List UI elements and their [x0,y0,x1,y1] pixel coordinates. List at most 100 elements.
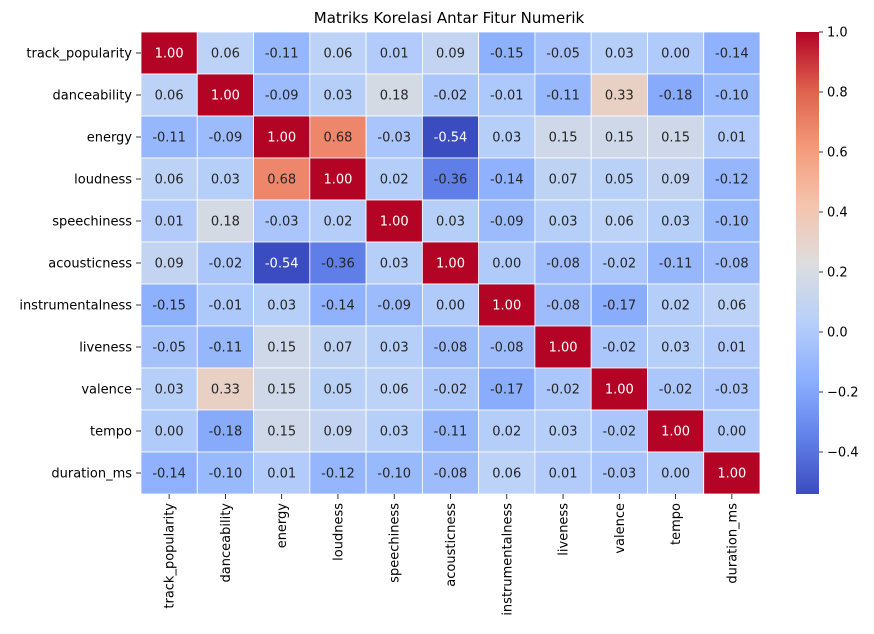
heatmap-cell [478,325,536,369]
heatmap-cell [140,325,198,369]
heatmap-cell [365,73,423,117]
cell-value-label: -0.09 [490,215,524,230]
heatmap-cell [140,115,198,159]
x-tick-label: duration_ms [725,503,740,584]
heatmap-cell [590,73,648,117]
y-tick-label: instrumentalness [19,299,132,314]
heatmap-cell [647,73,705,117]
heatmap-cell [421,73,480,117]
cell-value-label: 1.00 [380,215,409,230]
heatmap-cell [309,409,367,453]
cell-value-label: -0.10 [715,215,749,230]
heatmap-cell [309,325,367,369]
cell-value-label: -0.05 [546,47,580,62]
heatmap-cell [534,325,592,369]
heatmap-cell [590,451,648,495]
y-tick-label: energy [87,131,133,146]
cell-value-label: -0.03 [715,383,749,398]
heatmap-cell [647,325,705,369]
cell-value-label: 0.00 [492,257,521,272]
cell-value-label: -0.11 [209,341,243,356]
cell-value-label: 1.00 [661,425,690,440]
cell-value-label: 0.01 [380,47,409,62]
cell-value-label: -0.14 [490,173,524,188]
heatmap-cell [253,115,311,159]
y-tick-label: speechiness [52,215,132,230]
heatmap-cell [253,409,311,453]
cell-value-label: -0.05 [152,341,186,356]
heatmap-cell [196,325,254,369]
cell-value-label: -0.02 [602,425,636,440]
cell-value-label: 0.03 [605,47,634,62]
heatmap-cell [534,31,592,75]
cell-value-label: 0.03 [155,383,184,398]
heatmap-cell [140,199,198,243]
cell-value-label: -0.10 [377,467,411,482]
cell-value-label: 0.02 [492,425,521,440]
heatmap-cell [421,241,480,285]
heatmap-cell [365,325,423,369]
cell-value-label: -0.14 [152,467,186,482]
heatmap-cell [703,73,761,117]
cell-value-label: 0.05 [323,383,352,398]
cell-value-label: 0.03 [267,299,296,314]
cell-value-label: -0.02 [209,257,243,272]
cell-value-label: -0.02 [659,383,693,398]
x-tick-label: valence [613,503,628,554]
heatmap-cell [703,283,761,327]
cell-value-label: -0.12 [321,467,355,482]
y-tick-label: liveness [79,341,132,356]
colorbar-tick-label: 0.8 [827,86,848,101]
cell-value-label: 0.06 [380,383,409,398]
x-tick-label: loudness [331,503,346,561]
heatmap-cell [590,409,648,453]
heatmap-cell [590,367,648,411]
chart-title: Matriks Korelasi Antar Fitur Numerik [314,9,585,27]
cell-value-label: 1.00 [211,89,240,104]
heatmap-cell [478,73,536,117]
cell-value-label: -0.18 [659,89,693,104]
cell-value-label: 0.33 [605,89,634,104]
heatmap-cell [421,31,480,75]
heatmap-cell [647,157,705,201]
x-tick-label: tempo [669,503,684,545]
cell-value-label: 0.03 [380,341,409,356]
cell-value-label: 0.09 [661,173,690,188]
cell-value-label: -0.54 [434,131,468,146]
heatmap-cell [590,283,648,327]
cell-value-label: -0.15 [490,47,524,62]
heatmap-cell [421,283,480,327]
heatmap-cell [365,409,423,453]
cell-value-label: 0.01 [155,215,184,230]
cell-value-label: -0.12 [715,173,749,188]
cell-value-label: -0.01 [209,299,243,314]
cell-value-label: -0.11 [546,89,580,104]
heatmap-cell [365,451,423,495]
heatmap-cell [647,199,705,243]
cell-value-label: -0.03 [377,131,411,146]
cell-value-label: -0.03 [265,215,299,230]
cell-value-label: -0.17 [602,299,636,314]
cell-value-label: 0.68 [323,131,352,146]
cell-value-label: 0.68 [267,173,296,188]
cell-value-label: 0.03 [323,89,352,104]
cell-value-label: 0.15 [267,341,296,356]
cell-value-label: 0.06 [211,47,240,62]
cell-value-label: -0.11 [659,257,693,272]
cell-value-label: -0.11 [152,131,186,146]
cell-value-label: 0.18 [380,89,409,104]
heatmap-cell [365,199,423,243]
heatmap-cell [590,199,648,243]
cell-value-label: -0.15 [152,299,186,314]
cell-value-label: -0.10 [715,89,749,104]
heatmap-cell [478,199,536,243]
cell-value-label: 0.09 [155,257,184,272]
cell-value-label: 0.09 [436,47,465,62]
heatmap-cell [421,115,480,159]
heatmap-cell [309,283,367,327]
heatmap-cell [421,409,480,453]
cell-value-label: 0.00 [661,467,690,482]
colorbar-tick-label: 0.6 [827,146,848,161]
x-tick-label: energy [275,503,290,549]
cell-value-label: 0.03 [549,215,578,230]
